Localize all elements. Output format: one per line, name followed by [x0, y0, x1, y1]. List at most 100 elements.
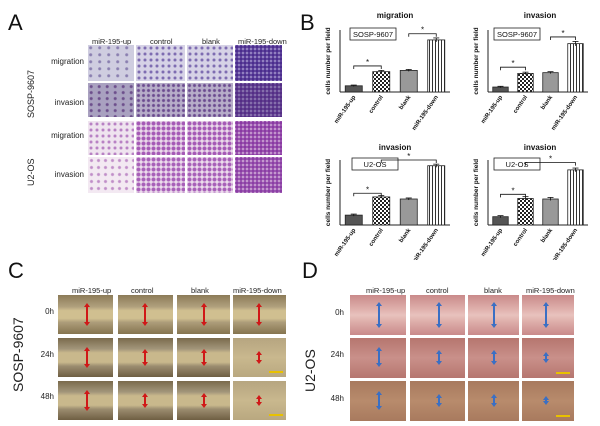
wound-sosp-0h-up	[58, 295, 113, 334]
wound-sosp-24h-blank	[177, 338, 230, 377]
category-label: miR-195-up	[334, 94, 358, 124]
legend-box	[351, 157, 399, 171]
chart-1: migration cells number per field SOSP-9607…	[325, 11, 450, 132]
significance-bracket	[500, 193, 526, 198]
bar-miR-195-down	[567, 43, 584, 93]
category-label: miR-195-down	[551, 227, 580, 260]
chart-title: invasion	[524, 143, 557, 152]
panel-letter-d: D	[302, 258, 318, 283]
panel-c-row-1: 0h	[45, 307, 54, 316]
significance-star: *	[366, 185, 369, 194]
chart-title: invasion	[379, 143, 412, 152]
wound-u2os-24h-control	[410, 338, 465, 378]
legend-label: SOSP-9607	[497, 30, 537, 39]
panel-c-col-1: miR-195-up	[72, 286, 112, 295]
significance-star: *	[366, 58, 369, 67]
panel-a-col-4: miR-195-down	[238, 37, 287, 46]
category-label: control	[513, 94, 530, 114]
panel-d-col-4: miR-195-down	[526, 286, 575, 295]
significance-star: *	[421, 26, 424, 35]
micrograph-u2os-invasion-blank	[187, 157, 233, 193]
chart-4: invasion cells number per field U2-OS miR-1…	[473, 143, 588, 260]
panel-b-charts: migration cells number per field SOSP-9607…	[325, 11, 588, 260]
wound-sosp-24h-up	[58, 338, 113, 377]
panel-a-col-1: miR-195-up	[92, 37, 132, 46]
significance-bracket	[550, 36, 576, 40]
wound-u2os-0h-up	[350, 295, 406, 335]
significance-bracket	[353, 65, 382, 69]
wound-u2os-48h-up	[350, 381, 406, 421]
panel-c-row-3: 48h	[40, 392, 54, 401]
category-label: blank	[398, 94, 412, 111]
panel-c-cellline: SOSP-9607	[10, 317, 26, 392]
panel-d-col-1: miR-195-up	[366, 286, 406, 295]
category-label: blank	[540, 94, 554, 111]
legend-label: SOSP-9607	[353, 30, 393, 39]
micrograph-sosp-invasion-down	[235, 83, 282, 117]
bar-control	[517, 73, 534, 93]
panel-letter-a: A	[8, 10, 23, 35]
micrograph-sosp-invasion-blank	[187, 83, 233, 117]
category-label: control	[513, 227, 530, 247]
wound-u2os-24h-down	[522, 338, 574, 378]
bar-control	[517, 198, 534, 226]
panel-a-col-3: blank	[202, 37, 220, 46]
panel-d-row-2: 24h	[330, 350, 344, 359]
bar-control	[372, 196, 391, 226]
panel-a-row-1: migration	[51, 57, 84, 66]
bar-blank	[399, 198, 418, 226]
category-label: miR-195-down	[411, 94, 440, 131]
wound-u2os-0h-blank	[468, 295, 519, 335]
category-label: blank	[398, 227, 412, 244]
category-label: control	[368, 227, 385, 247]
bar-miR-195-down	[567, 169, 584, 226]
panel-c-row-2: 24h	[40, 350, 54, 359]
panel-letter-c: C	[8, 258, 24, 283]
legend-label: U2-OS	[364, 160, 387, 169]
wound-sosp-24h-control	[118, 338, 173, 377]
panel-c-col-2: control	[131, 286, 154, 295]
panel-d-col-2: control	[426, 286, 449, 295]
panel-d-col-3: blank	[484, 286, 502, 295]
bar-miR-195-down	[427, 39, 446, 93]
category-label: miR-195-up	[480, 94, 504, 124]
wound-sosp-48h-blank	[177, 381, 230, 420]
bar-miR-195-up	[344, 214, 363, 226]
wound-u2os-0h-down	[522, 295, 574, 335]
legend-box	[493, 157, 541, 171]
significance-bracket	[380, 159, 437, 163]
wound-u2os-48h-down	[522, 381, 574, 421]
wound-u2os-24h-blank	[468, 338, 519, 378]
chart-3: invasion cells number per field U2-OS miR-1…	[325, 143, 450, 260]
significance-bracket	[408, 33, 437, 37]
panel-d-row-1: 0h	[335, 308, 344, 317]
wound-u2os-0h-control	[410, 295, 465, 335]
category-label: miR-195-down	[551, 94, 580, 131]
micrograph-sosp-migration-control	[136, 45, 185, 81]
legend-box	[493, 27, 541, 41]
bar-control	[372, 71, 391, 93]
significance-star: *	[407, 152, 410, 161]
category-label: control	[368, 94, 385, 114]
significance-star: *	[511, 59, 514, 68]
bar-miR-195-up	[344, 85, 363, 93]
panel-c-col-3: blank	[191, 286, 209, 295]
micrograph-sosp-invasion-control	[136, 83, 185, 117]
panel-letter-b: B	[300, 10, 315, 35]
panel-a-row-2: invasion	[54, 98, 84, 107]
y-axis-label: cells number per field	[473, 159, 480, 226]
significance-star: *	[561, 29, 564, 38]
bar-blank	[399, 70, 418, 93]
y-axis-label: cells number per field	[325, 27, 332, 94]
bar-miR-195-up	[492, 216, 509, 226]
significance-star: *	[549, 155, 552, 164]
y-axis-label: cells number per field	[325, 159, 332, 226]
micrograph-u2os-migration-up	[88, 121, 134, 155]
micrograph-sosp-migration-blank	[187, 45, 233, 81]
y-axis-label: cells number per field	[473, 27, 480, 94]
category-label: miR-195-down	[411, 227, 440, 260]
micrograph-u2os-invasion-up	[88, 157, 134, 193]
chart-title: invasion	[524, 11, 557, 20]
micrograph-sosp-invasion-up	[88, 83, 134, 117]
category-label: miR-195-up	[480, 227, 504, 257]
